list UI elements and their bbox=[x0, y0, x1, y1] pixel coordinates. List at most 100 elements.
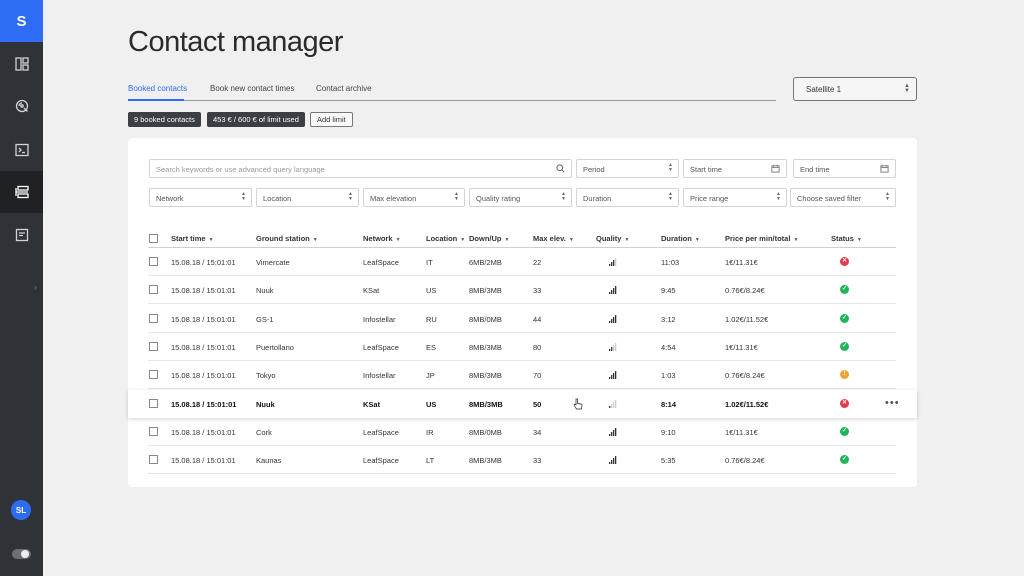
tab-contact-archive[interactable]: Contact archive bbox=[316, 84, 372, 93]
chevron-right-icon[interactable]: › bbox=[34, 282, 37, 292]
cell-network: LeafSpace bbox=[363, 427, 399, 437]
network-label: Network bbox=[156, 194, 184, 203]
column-start-time[interactable]: Start time ▼ bbox=[171, 234, 214, 243]
add-limit-button[interactable]: Add limit bbox=[310, 112, 353, 127]
column-max-elev[interactable]: Max elev. ▼ bbox=[533, 234, 574, 243]
saved-filter-label: Choose saved filter bbox=[797, 194, 862, 203]
column-price[interactable]: Price per min/total ▼ bbox=[725, 234, 798, 243]
nav-dashboard[interactable] bbox=[0, 43, 43, 85]
page-title: Contact manager bbox=[128, 26, 343, 58]
cell-start-time: 15.08.18 / 15:01:01 bbox=[171, 286, 236, 296]
column-location[interactable]: Location ▼ bbox=[426, 234, 465, 243]
avatar[interactable]: SL bbox=[11, 500, 31, 520]
signal-quality-icon bbox=[609, 314, 617, 323]
cell-duration: 11:03 bbox=[661, 258, 680, 267]
row-checkbox[interactable] bbox=[149, 370, 158, 380]
column-network[interactable]: Network ▼ bbox=[363, 234, 401, 243]
signal-bar bbox=[615, 427, 617, 436]
end-time-label: End time bbox=[800, 165, 830, 174]
duration-select[interactable]: Duration ▲ ▼ bbox=[576, 188, 679, 207]
select-arrows-icon: ▲ ▼ bbox=[885, 191, 890, 202]
nav-documents[interactable] bbox=[0, 214, 43, 256]
signal-bar bbox=[611, 290, 613, 295]
tab-booked-contacts[interactable]: Booked contacts bbox=[128, 84, 188, 93]
table-row[interactable]: 15.08.18 / 15:01:01 Puertollano LeafSpace E… bbox=[148, 333, 896, 361]
select-arrows-icon: ▲ ▼ bbox=[904, 83, 910, 94]
column-duration[interactable]: Duration ▼ bbox=[661, 234, 700, 243]
nav-contacts[interactable] bbox=[0, 171, 43, 213]
sort-icon: ▼ bbox=[694, 237, 700, 243]
search-input[interactable]: Search keywords or use advanced query la… bbox=[149, 159, 572, 178]
max-elevation-label: Max elevation bbox=[370, 194, 417, 203]
signal-quality-icon bbox=[609, 258, 617, 266]
location-select[interactable]: Location ▲ ▼ bbox=[256, 188, 359, 207]
table-row[interactable]: 15.08.18 / 15:01:01 Nuuk KSat US 8MB/3MB 33 9:… bbox=[148, 276, 896, 305]
table-row[interactable]: 15.08.18 / 15:01:01 Cork LeafSpace IR 8MB/0M… bbox=[148, 418, 896, 446]
status-ok-icon: ✓ bbox=[840, 426, 849, 436]
more-options-icon[interactable]: ••• bbox=[885, 396, 900, 409]
table-row[interactable]: 15.08.18 / 15:01:01 Nuuk KSat US 8MB/3MB 50 8:… bbox=[128, 389, 917, 418]
quality-rating-select[interactable]: Quality rating ▲ ▼ bbox=[469, 188, 572, 207]
signal-bar bbox=[613, 288, 615, 295]
cell-price: 0.76€/8.24€ bbox=[725, 371, 765, 381]
cell-ground-station: Cork bbox=[256, 427, 272, 437]
column-label: Status bbox=[831, 234, 854, 243]
cell-start-time: 15.08.18 / 15:01:01 bbox=[171, 427, 236, 437]
column-status[interactable]: Status ▼ bbox=[831, 234, 862, 243]
cell-max-elev: 80 bbox=[533, 342, 542, 352]
column-label: Down/Up bbox=[469, 234, 502, 243]
signal-bar bbox=[609, 348, 611, 351]
hand-cursor-icon bbox=[573, 398, 583, 409]
table-row[interactable]: 15.08.18 / 15:01:01 GS-1 Infostellar RU 8MB/… bbox=[148, 305, 896, 333]
table-row[interactable]: 15.08.18 / 15:01:01 Kaunas LeafSpace LT 8MB/… bbox=[148, 446, 896, 475]
signal-bar bbox=[611, 375, 613, 380]
status-ok-icon: ✓ bbox=[840, 455, 849, 465]
document-icon bbox=[15, 228, 28, 242]
end-time-input[interactable]: End time bbox=[793, 159, 896, 178]
select-arrows-icon: ▲ ▼ bbox=[668, 162, 673, 173]
column-label: Price per min/total bbox=[725, 234, 791, 243]
row-checkbox[interactable] bbox=[149, 257, 158, 266]
row-checkbox[interactable] bbox=[149, 285, 158, 295]
column-quality[interactable]: Quality ▼ bbox=[596, 234, 629, 243]
column-ground-station[interactable]: Ground station ▼ bbox=[256, 234, 318, 243]
row-checkbox[interactable] bbox=[149, 341, 158, 351]
row-checkbox[interactable] bbox=[149, 398, 158, 408]
sidebar: S › SL bbox=[0, 0, 43, 576]
select-arrows-icon: ▲ ▼ bbox=[241, 191, 246, 202]
period-select[interactable]: Period ▲ ▼ bbox=[576, 159, 679, 178]
start-time-input[interactable]: Start time bbox=[683, 159, 787, 178]
max-elevation-select[interactable]: Max elevation ▲ ▼ bbox=[363, 188, 465, 207]
contacts-card: Search keywords or use advanced query la… bbox=[128, 138, 917, 487]
app-logo[interactable]: S bbox=[0, 0, 43, 42]
cell-location: US bbox=[426, 286, 437, 296]
cell-max-elev: 22 bbox=[533, 258, 542, 267]
saved-filter-select[interactable]: Choose saved filter ▲ ▼ bbox=[790, 188, 896, 207]
signal-bar bbox=[611, 346, 613, 351]
table-row[interactable]: 15.08.18 / 15:01:01 Vimercate LeafSpace IT 6… bbox=[148, 248, 896, 276]
tab-book-new-contact-times[interactable]: Book new contact times bbox=[210, 84, 295, 93]
signal-bar bbox=[615, 342, 617, 351]
cell-duration: 5:35 bbox=[661, 456, 676, 466]
signal-bar bbox=[615, 456, 617, 465]
row-checkbox[interactable] bbox=[149, 426, 158, 436]
theme-toggle[interactable] bbox=[12, 549, 31, 559]
column-down-up[interactable]: Down/Up ▼ bbox=[469, 234, 509, 243]
search-placeholder: Search keywords or use advanced query la… bbox=[156, 165, 325, 174]
nav-terminal[interactable] bbox=[0, 129, 43, 171]
select-all-checkbox[interactable] bbox=[149, 234, 158, 243]
column-label: Quality bbox=[596, 234, 622, 243]
booked-contacts-badge: 9 booked contacts bbox=[128, 112, 201, 127]
table-row[interactable]: 15.08.18 / 15:01:01 Tokyo Infostellar JP 8MB… bbox=[148, 361, 896, 390]
row-checkbox[interactable] bbox=[149, 313, 158, 323]
cell-network: Infostellar bbox=[363, 314, 396, 324]
nav-satellite[interactable] bbox=[0, 85, 43, 127]
row-checkbox[interactable] bbox=[149, 455, 158, 465]
sort-icon: ▼ bbox=[856, 237, 862, 243]
price-range-select[interactable]: Price range ▲ ▼ bbox=[683, 188, 787, 207]
signal-bar bbox=[613, 401, 615, 408]
cell-duration: 4:54 bbox=[661, 342, 676, 352]
signal-bar bbox=[613, 429, 615, 436]
network-select[interactable]: Network ▲ ▼ bbox=[149, 188, 252, 207]
satellite-select[interactable]: Satellite 1 ▲ ▼ bbox=[793, 77, 917, 101]
